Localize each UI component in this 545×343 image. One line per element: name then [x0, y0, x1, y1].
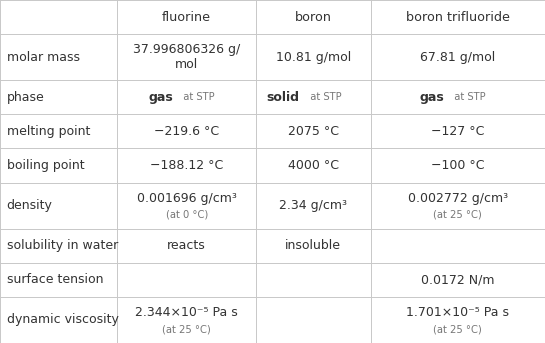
Text: dynamic viscosity: dynamic viscosity: [7, 314, 118, 327]
Text: 10.81 g/mol: 10.81 g/mol: [276, 51, 351, 64]
Text: density: density: [7, 199, 52, 212]
Text: at STP: at STP: [448, 92, 486, 102]
Text: molar mass: molar mass: [7, 51, 80, 64]
Text: boron trifluoride: boron trifluoride: [406, 11, 510, 24]
Text: 2075 °C: 2075 °C: [288, 125, 339, 138]
Text: −100 °C: −100 °C: [431, 159, 485, 172]
Text: 37.996806326 g/
mol: 37.996806326 g/ mol: [133, 43, 240, 71]
Text: 67.81 g/mol: 67.81 g/mol: [420, 51, 495, 64]
Text: (at 0 °C): (at 0 °C): [166, 210, 208, 220]
Text: (at 25 °C): (at 25 °C): [433, 324, 482, 334]
Text: reacts: reacts: [167, 239, 206, 252]
Text: −219.6 °C: −219.6 °C: [154, 125, 219, 138]
Text: (at 25 °C): (at 25 °C): [433, 210, 482, 220]
Text: 2.34 g/cm³: 2.34 g/cm³: [280, 199, 347, 212]
Text: solid: solid: [267, 91, 300, 104]
Text: gas: gas: [420, 91, 444, 104]
Text: boiling point: boiling point: [7, 159, 84, 172]
Text: 4000 °C: 4000 °C: [288, 159, 339, 172]
Text: (at 25 °C): (at 25 °C): [162, 324, 211, 334]
Text: fluorine: fluorine: [162, 11, 211, 24]
Text: boron: boron: [295, 11, 332, 24]
Text: −127 °C: −127 °C: [431, 125, 485, 138]
Text: 0.0172 N/m: 0.0172 N/m: [421, 273, 494, 286]
Text: 0.001696 g/cm³: 0.001696 g/cm³: [137, 192, 237, 205]
Text: 2.344×10⁻⁵ Pa s: 2.344×10⁻⁵ Pa s: [135, 306, 238, 319]
Text: solubility in water: solubility in water: [7, 239, 118, 252]
Text: at STP: at STP: [177, 92, 215, 102]
Text: 1.701×10⁻⁵ Pa s: 1.701×10⁻⁵ Pa s: [407, 306, 509, 319]
Text: melting point: melting point: [7, 125, 90, 138]
Text: insoluble: insoluble: [286, 239, 341, 252]
Text: surface tension: surface tension: [7, 273, 103, 286]
Text: −188.12 °C: −188.12 °C: [150, 159, 223, 172]
Text: at STP: at STP: [304, 92, 341, 102]
Text: phase: phase: [7, 91, 44, 104]
Text: gas: gas: [148, 91, 173, 104]
Text: 0.002772 g/cm³: 0.002772 g/cm³: [408, 192, 508, 205]
